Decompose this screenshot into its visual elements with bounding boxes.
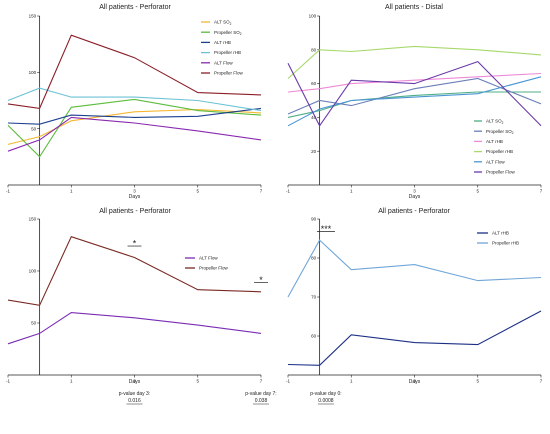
p-value-value: 0.016 xyxy=(128,398,141,404)
y-tick-label: 50 xyxy=(31,126,37,131)
legend-label: ALT SO2 xyxy=(486,119,504,125)
y-tick-label: 50 xyxy=(31,321,37,326)
y-tick-label: 60 xyxy=(311,81,317,86)
p-value-label: p-value day 0: xyxy=(310,391,341,397)
series-line-alt-flow xyxy=(287,76,542,127)
legend-label: ALT Flow xyxy=(214,60,233,65)
y-tick-label: 150 xyxy=(29,217,37,222)
series-line-propeller-flow xyxy=(7,34,262,110)
x-tick-label: 3 xyxy=(413,189,416,194)
chart-panel-1: All patients - Perforator -1 1 3 5 7 Days 50 100… xyxy=(6,4,263,200)
x-axis-label: Days xyxy=(129,379,141,385)
series-line-propeller-flow xyxy=(7,236,262,306)
x-axis-label: Days xyxy=(409,379,421,385)
series-line-propeller-so2 xyxy=(287,77,542,115)
legend: ALT SO2 Propeller SO2 ALT rHB Propeller rHB… xyxy=(474,119,516,175)
y-tick-label: 100 xyxy=(29,70,37,75)
x-axis-label: Days xyxy=(409,194,421,200)
series-line-propeller-so2 xyxy=(7,98,262,158)
p-value-value: 0.0008 xyxy=(318,398,334,404)
p-value-value: 0.038 xyxy=(255,398,268,404)
x-tick-label: 5 xyxy=(196,189,199,194)
x-tick-label: 3 xyxy=(413,379,416,384)
series-line-alt-rhb xyxy=(287,310,542,366)
p-value-label: p-value day 3: xyxy=(119,391,150,397)
x-tick-label: 7 xyxy=(540,189,543,194)
chart-panel-2: All patients - Distal -1 1 3 5 7 Days 20 40 60 80 1… xyxy=(286,4,543,200)
significance-marker: * xyxy=(259,275,263,285)
x-tick-label: 5 xyxy=(196,379,199,384)
x-tick-label: 7 xyxy=(260,189,263,194)
x-axis-label: Days xyxy=(129,194,141,200)
legend-label: Propeller rHB xyxy=(486,149,513,154)
legend-label-subscript: 2 xyxy=(240,32,242,36)
series-line-propeller-rhb xyxy=(287,239,542,298)
legend-label-subscript: 2 xyxy=(512,131,514,135)
series-line-alt-so2 xyxy=(287,91,541,118)
series-line-propeller-rhb xyxy=(287,45,542,79)
legend-label: Propeller SO2 xyxy=(486,129,514,135)
chart-title: All patients - Distal xyxy=(385,4,443,11)
legend-label-subscript: 2 xyxy=(502,121,504,125)
y-tick-label: 20 xyxy=(311,149,317,154)
x-tick-label: -1 xyxy=(286,379,290,384)
y-tick-label: 100 xyxy=(309,14,317,19)
x-tick-label: 3 xyxy=(133,189,136,194)
legend-label: Propeller SO2 xyxy=(214,30,242,36)
significance-marker: *** xyxy=(321,224,332,234)
y-tick-label: 90 xyxy=(311,217,317,222)
series-line-propeller-rhb xyxy=(7,87,262,112)
series-line-alt-flow xyxy=(7,312,262,345)
x-tick-label: 1 xyxy=(70,379,73,384)
series-line-alt-flow xyxy=(7,116,262,152)
chart-panel-3: All patients - Perforator -1 1 3 5 7 Days 50 100… xyxy=(6,208,277,405)
x-tick-label: 7 xyxy=(540,379,543,384)
x-tick-label: 1 xyxy=(70,189,73,194)
y-tick-label: 80 xyxy=(311,256,317,261)
x-tick-label: 1 xyxy=(350,379,353,384)
y-tick-label: 60 xyxy=(311,334,317,339)
x-tick-label: -1 xyxy=(286,189,290,194)
x-tick-label: 3 xyxy=(133,379,136,384)
y-tick-label: 100 xyxy=(29,269,37,274)
legend-label: Propeller Flow xyxy=(199,266,229,271)
legend: ALT SO2 Propeller SO2 ALT rHB Propeller rHB… xyxy=(201,20,244,76)
x-tick-label: -1 xyxy=(6,379,10,384)
legend-label: ALT Flow xyxy=(486,159,505,164)
series-line-propeller-flow xyxy=(287,60,542,127)
chart-panel-4: All patients - Perforator -1 1 3 5 7 Days 60 70 8… xyxy=(286,208,543,405)
legend-label-subscript: 2 xyxy=(230,22,232,26)
chart-title: All patients - Perforator xyxy=(378,208,450,215)
chart-title: All patients - Perforator xyxy=(99,4,171,11)
legend-label: ALT SO2 xyxy=(214,20,232,26)
chart-title: All patients - Perforator xyxy=(99,208,171,215)
y-tick-label: 70 xyxy=(311,295,317,300)
legend-label: Propeller rHB xyxy=(492,241,519,246)
legend-label: ALT rHB xyxy=(486,139,503,144)
legend: ALT rHB Propeller rHB xyxy=(477,231,519,246)
y-tick-label: 40 xyxy=(311,115,317,120)
p-value-label: p-value day 7: xyxy=(245,391,276,397)
y-tick-label: 150 xyxy=(29,14,37,19)
x-tick-label: 7 xyxy=(260,379,263,384)
series-line-alt-so2 xyxy=(7,108,262,145)
legend-label: ALT Flow xyxy=(199,256,218,261)
y-tick-label: 80 xyxy=(311,47,317,52)
legend-label: ALT rHB xyxy=(492,231,509,236)
x-tick-label: 1 xyxy=(350,189,353,194)
x-tick-label: 5 xyxy=(476,379,479,384)
legend: ALT Flow Propeller Flow xyxy=(185,256,229,271)
legend-label: Propeller Flow xyxy=(214,71,244,76)
x-tick-label: 5 xyxy=(476,189,479,194)
x-tick-label: -1 xyxy=(6,189,10,194)
legend-label: Propeller rHB xyxy=(214,50,241,55)
legend-label: ALT rHB xyxy=(214,40,231,45)
legend-label: Propeller Flow xyxy=(486,170,516,175)
series-line-alt-rhb xyxy=(7,107,262,125)
significance-marker: * xyxy=(133,239,137,249)
